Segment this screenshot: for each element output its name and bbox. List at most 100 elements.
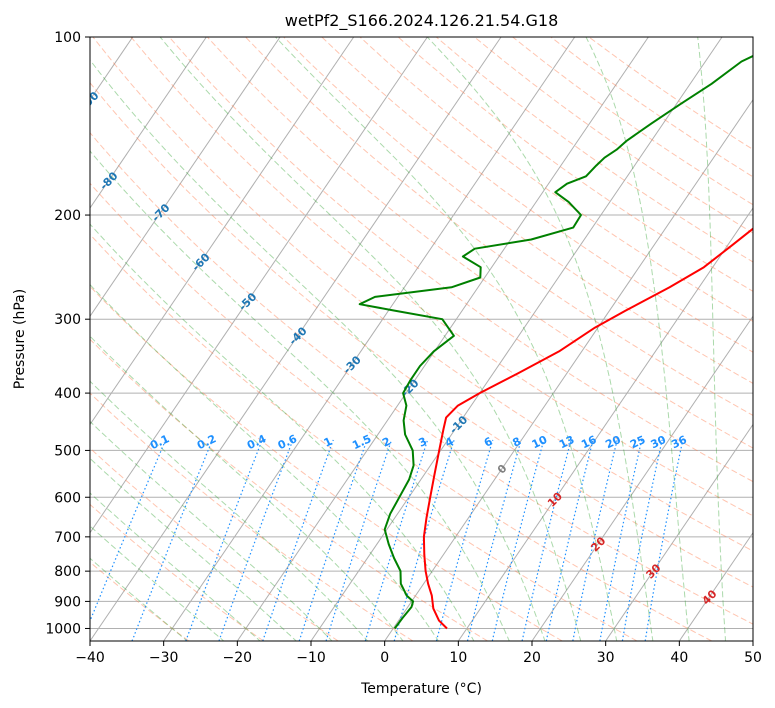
isotherm-label: -60 bbox=[189, 250, 212, 273]
mixing-ratio-label: 0.2 bbox=[195, 432, 218, 452]
moist-adiabat-line bbox=[90, 420, 333, 641]
mixing-ratio-line bbox=[466, 439, 522, 641]
dry-adiabat-line bbox=[90, 285, 563, 641]
isotherm-label: -90 bbox=[78, 89, 101, 112]
y-tick-label: 900 bbox=[54, 594, 81, 610]
mixing-ratio-line bbox=[325, 439, 393, 641]
x-tick-label: 0 bbox=[380, 650, 389, 666]
dry-adiabat-line bbox=[92, 37, 753, 552]
mixing-ratio-line bbox=[364, 439, 429, 641]
dry-adiabat-line bbox=[435, 37, 753, 263]
isotherm-line bbox=[752, 640, 753, 641]
mixing-ratio-label: 36 bbox=[669, 433, 689, 451]
moist-adiabat-line bbox=[90, 283, 440, 641]
mixing-ratio-label: 0.1 bbox=[148, 432, 171, 452]
mixing-ratio-label: 20 bbox=[603, 433, 623, 451]
moist-adiabat-line bbox=[697, 37, 727, 641]
mixing-ratio-line bbox=[90, 439, 167, 623]
isotherm-line bbox=[90, 37, 428, 534]
dry-adiabat-line bbox=[283, 37, 753, 384]
isotherm-line bbox=[90, 37, 281, 318]
y-tick-label: 100 bbox=[54, 30, 81, 46]
mixing-ratio-line bbox=[185, 439, 263, 641]
isotherm-label: 0 bbox=[495, 462, 510, 477]
moist-adiabat-line bbox=[90, 150, 510, 641]
dewpoint-profile-line bbox=[358, 54, 753, 630]
moist-adiabat-line bbox=[90, 335, 404, 641]
chart-title: wetPf2_S166.2024.126.21.54.G18 bbox=[285, 11, 559, 31]
moist-adiabat-line bbox=[90, 223, 475, 641]
dry-adiabat-line bbox=[321, 37, 753, 353]
mixing-ratio-line bbox=[572, 439, 618, 641]
isotherm-line bbox=[90, 37, 502, 641]
x-axis-label: Temperature (°C) bbox=[360, 681, 482, 697]
moist-adiabat-line bbox=[159, 37, 582, 641]
isotherm-label: -50 bbox=[236, 290, 259, 313]
dry-adiabat-line bbox=[90, 503, 264, 641]
dry-adiabat-line bbox=[397, 37, 753, 292]
temperature-profile-line bbox=[422, 227, 753, 630]
mixing-ratio-line bbox=[545, 439, 594, 641]
isotherm-line bbox=[90, 37, 355, 426]
mixing-ratio-label: 4 bbox=[443, 435, 456, 450]
mixing-ratio-line bbox=[393, 439, 455, 641]
dry-adiabat-line bbox=[245, 37, 753, 417]
isotherm-label: -80 bbox=[97, 169, 120, 192]
plot-area: 0.1 0.2 0.4 0.6 1 1.5 2 3 4 6 8 10 13 16 20 25 30 36-100-… bbox=[0, 37, 753, 641]
dry-adiabat-line bbox=[90, 182, 712, 641]
mixing-ratio-label: 1 bbox=[322, 435, 334, 450]
dry-adiabat-line bbox=[90, 233, 638, 641]
isotherm-line bbox=[457, 207, 753, 641]
isotherm-line bbox=[531, 315, 753, 641]
mixing-ratio-label: 0.6 bbox=[276, 432, 299, 452]
mixing-ratio-line bbox=[491, 439, 545, 641]
axes: −40 −30 −20 −10 0 10 20 30 40 5010009008007006005… bbox=[45, 30, 762, 666]
isotherm-label: -70 bbox=[149, 201, 172, 224]
moist-adiabat-line bbox=[426, 37, 654, 641]
dry-adiabat-line bbox=[90, 131, 753, 625]
isotherm-label: 30 bbox=[644, 561, 664, 581]
moist-adiabat-line bbox=[275, 37, 618, 641]
dry-adiabat-line bbox=[206, 37, 753, 449]
dry-adiabat-line bbox=[90, 561, 190, 641]
mixing-ratio-label: 10 bbox=[530, 433, 550, 451]
isotherm-line bbox=[236, 37, 649, 641]
isotherm-line bbox=[90, 37, 207, 209]
moist-adiabat-line bbox=[585, 37, 690, 641]
mixing-ratio-label: 8 bbox=[511, 435, 523, 450]
moist-adiabat-line bbox=[90, 557, 188, 641]
moist-adiabat-line bbox=[90, 380, 369, 641]
moist-adiabat-line bbox=[90, 492, 261, 641]
x-tick-label: −30 bbox=[149, 650, 179, 666]
y-axis-label: Pressure (hPa) bbox=[12, 289, 28, 389]
y-tick-label: 800 bbox=[54, 564, 81, 580]
mixing-ratio-label: 25 bbox=[628, 433, 647, 451]
y-tick-label: 300 bbox=[54, 312, 81, 328]
isotherm-label: -10 bbox=[447, 413, 470, 436]
y-tick-label: 400 bbox=[54, 386, 81, 402]
y-tick-label: 700 bbox=[54, 530, 81, 546]
moist-adiabat-line bbox=[90, 457, 297, 641]
moist-adiabat-line bbox=[90, 59, 546, 641]
mixing-ratio-label: 16 bbox=[579, 433, 599, 451]
x-tick-label: −10 bbox=[296, 650, 326, 666]
dry-adiabat-line bbox=[359, 37, 753, 322]
x-tick-label: 20 bbox=[523, 650, 541, 666]
y-tick-label: 600 bbox=[54, 490, 81, 506]
isotherm-line bbox=[384, 98, 753, 641]
mixing-ratio-label: 30 bbox=[649, 433, 669, 451]
y-tick-label: 200 bbox=[54, 208, 81, 224]
isotherm-label: 40 bbox=[700, 587, 720, 607]
mixing-ratio-line bbox=[644, 439, 684, 641]
mixing-ratio-label: 6 bbox=[482, 435, 495, 450]
dry-adiabat-line bbox=[90, 81, 753, 588]
isotherm-label: -30 bbox=[341, 353, 364, 376]
mixing-ratio-line bbox=[218, 439, 294, 641]
isotherm-line bbox=[0, 37, 59, 641]
mixing-ratio-line bbox=[599, 439, 643, 641]
mixing-ratio-line bbox=[435, 439, 494, 641]
isotherm-line bbox=[678, 531, 753, 641]
y-tick-label: 500 bbox=[54, 443, 81, 459]
x-tick-label: 40 bbox=[670, 650, 688, 666]
